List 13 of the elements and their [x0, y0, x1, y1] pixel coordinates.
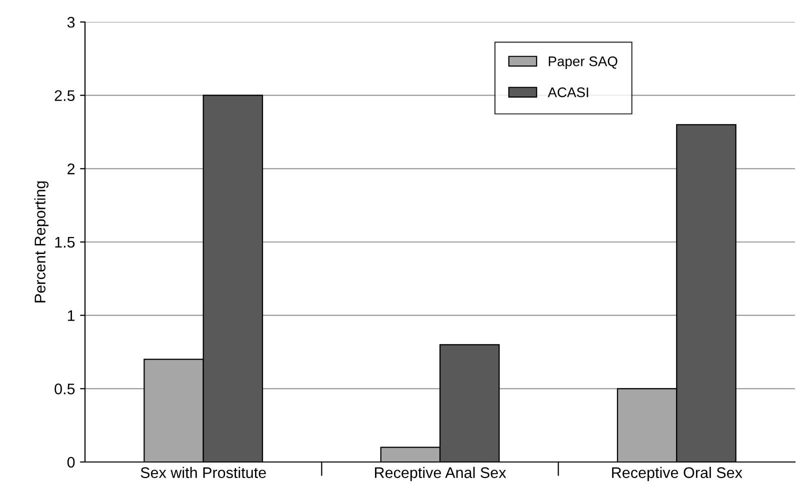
legend-label: ACASI: [548, 87, 588, 98]
x-tick-label: Receptive Anal Sex: [375, 466, 506, 482]
y-tick-label: 0: [67, 456, 75, 468]
y-tick-label: 0.5: [54, 384, 75, 394]
x-tick-label: Sex with Prostitute: [140, 466, 266, 478]
x-tick-label: Receptive Oral Sex: [612, 466, 742, 482]
legend-label: Paper SAQ: [548, 56, 618, 69]
y-axis-title: Percent Reporting: [34, 181, 48, 302]
y-tick-label: 2: [68, 164, 75, 174]
y-tick-label: 2.5: [54, 90, 75, 102]
y-tick-label: 1: [68, 310, 75, 321]
y-tick-label: 3: [67, 16, 75, 28]
y-tick-label: 1.5: [55, 237, 75, 248]
